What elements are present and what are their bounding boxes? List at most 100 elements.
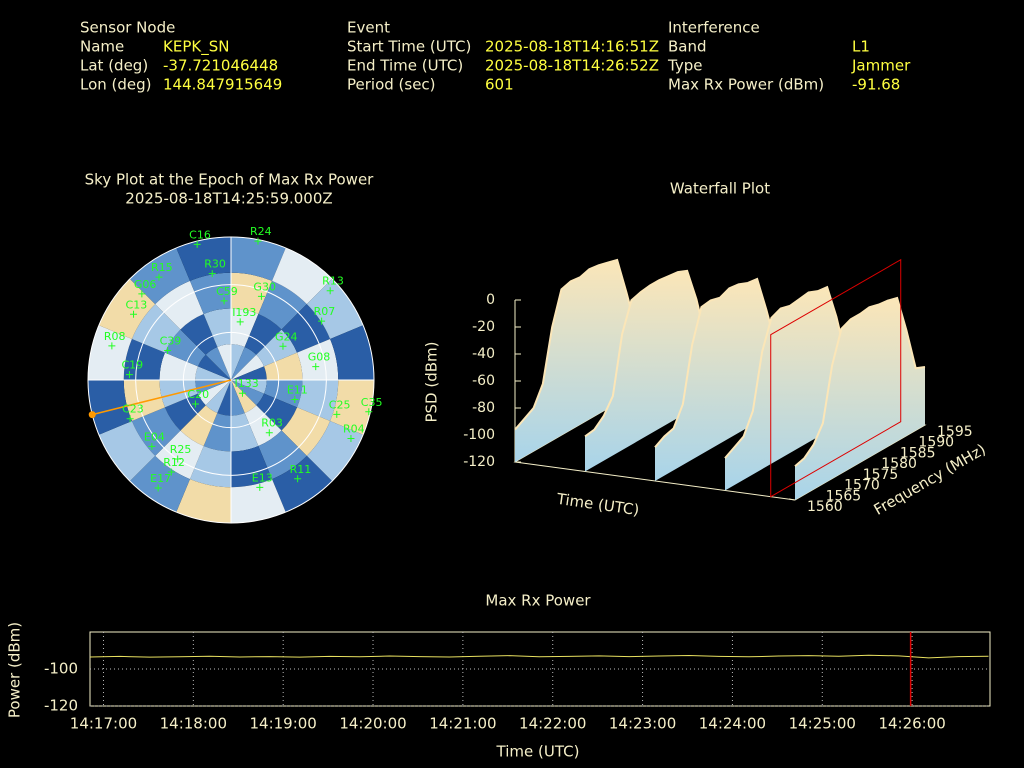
satellite-label: C35 (361, 396, 383, 409)
surface-slice (655, 278, 785, 481)
section-title: Event (347, 19, 390, 37)
heat-cell (98, 421, 156, 482)
satellite-label: R13 (322, 275, 344, 288)
surface-slice (795, 297, 925, 500)
heat-cell (306, 278, 364, 339)
satellite-marker (148, 442, 156, 450)
field-label: Lon (deg) (80, 76, 152, 94)
satellite-label: C23 (122, 403, 144, 416)
heat-cell (306, 421, 364, 482)
satellite-label: E04 (144, 430, 165, 443)
f-tick-label: 1570 (844, 478, 880, 494)
heat-cell (231, 237, 286, 281)
heat-cell (231, 344, 245, 380)
chart-title: Max Rx Power (485, 592, 591, 610)
f-tick-label: 1560 (807, 499, 843, 515)
field-label: Name (80, 38, 124, 56)
z-tick-label: -80 (472, 400, 495, 416)
field-label: End Time (UTC) (347, 57, 463, 75)
heat-cell (264, 380, 303, 408)
f-tick-label: 1585 (900, 445, 936, 461)
heat-cell (180, 405, 218, 447)
satellite-marker (154, 484, 162, 492)
heat-cell (297, 338, 339, 380)
field-value: -37.721046448 (163, 57, 278, 75)
satellite-label: C16 (189, 228, 211, 241)
heat-cell (203, 413, 231, 452)
z-tick-label: -120 (463, 454, 495, 470)
satellite-marker (155, 273, 163, 281)
chart-title: Sky Plot at the Epoch of Max Rx Power (85, 171, 375, 189)
heat-cell (123, 338, 165, 380)
f-tick-label: 1575 (863, 467, 899, 483)
psd-profile (654, 277, 786, 448)
satellite-marker (294, 475, 302, 483)
heat-cell (231, 308, 259, 347)
field-label: Start Time (UTC) (347, 38, 471, 56)
z-axis-label: PSD (dBm) (423, 341, 441, 422)
satellite-marker (318, 317, 326, 325)
satellite-label: R25 (170, 443, 192, 456)
heat-cell (164, 329, 206, 367)
satellite-label: R12 (163, 456, 185, 469)
satellite-marker (208, 270, 216, 278)
satellite-marker (265, 429, 273, 437)
satellite-marker (238, 389, 246, 397)
psd-profile (794, 296, 926, 468)
satellite-label: C25 (329, 398, 351, 411)
heat-cell (123, 380, 165, 422)
heat-cell (231, 380, 257, 414)
satellite-marker (291, 396, 299, 404)
satellite-marker (254, 237, 262, 245)
satellite-label: G06 (134, 278, 157, 291)
heat-cell (195, 380, 231, 394)
heat-cell (231, 380, 265, 406)
x-tick-label: 14:23:00 (609, 715, 676, 733)
satellite-label: C13 (126, 298, 148, 311)
f-tick-label: 1595 (937, 424, 973, 440)
satellite-marker (347, 435, 355, 443)
satellite-marker (220, 297, 228, 305)
surface-slice (515, 259, 645, 462)
satellite-marker (126, 415, 134, 423)
x-tick-label: 14:17:00 (70, 715, 137, 733)
satellite-marker (193, 240, 201, 248)
satellite-label: E17 (150, 472, 171, 485)
satellite-marker (108, 342, 116, 350)
heat-cell (231, 380, 245, 416)
field-label: Lat (deg) (80, 57, 148, 75)
field-value: 2025-08-18T14:26:52Z (485, 57, 659, 75)
heat-cell (129, 247, 190, 305)
heat-cell (330, 380, 374, 435)
field-value: 144.847915649 (163, 76, 282, 94)
heat-cell (256, 393, 298, 431)
heat-cell (330, 325, 374, 380)
heat-cell (203, 308, 231, 347)
satellite-marker (167, 468, 175, 476)
satellite-marker (312, 363, 320, 371)
heat-cell (180, 313, 218, 355)
field-value: 601 (485, 76, 514, 94)
satellite-label: E13 (252, 471, 273, 484)
field-label: Max Rx Power (dBm) (668, 76, 824, 94)
satellite-label: R03 (261, 417, 283, 430)
satellite-marker (279, 342, 287, 350)
satellite-marker (164, 346, 172, 354)
heat-cell (231, 272, 273, 314)
satellite-label: E11 (287, 384, 308, 397)
heat-cell (129, 455, 190, 513)
satellite-label: C19 (121, 359, 143, 372)
power-line (89, 654, 989, 659)
satellite-marker (236, 318, 244, 326)
heat-cell (272, 455, 333, 513)
psd-profile (514, 258, 646, 431)
x-tick-label: 14:19:00 (249, 715, 316, 733)
x-tick-label: 14:25:00 (789, 715, 856, 733)
heat-cell (231, 413, 259, 452)
satellite-label: C59 (216, 285, 238, 298)
field-value: 2025-08-18T14:16:51Z (485, 38, 659, 56)
heat-cell (195, 366, 231, 380)
surface-slice (725, 287, 855, 491)
chart-subtitle: 2025-08-18T14:25:59.000Z (125, 190, 332, 208)
